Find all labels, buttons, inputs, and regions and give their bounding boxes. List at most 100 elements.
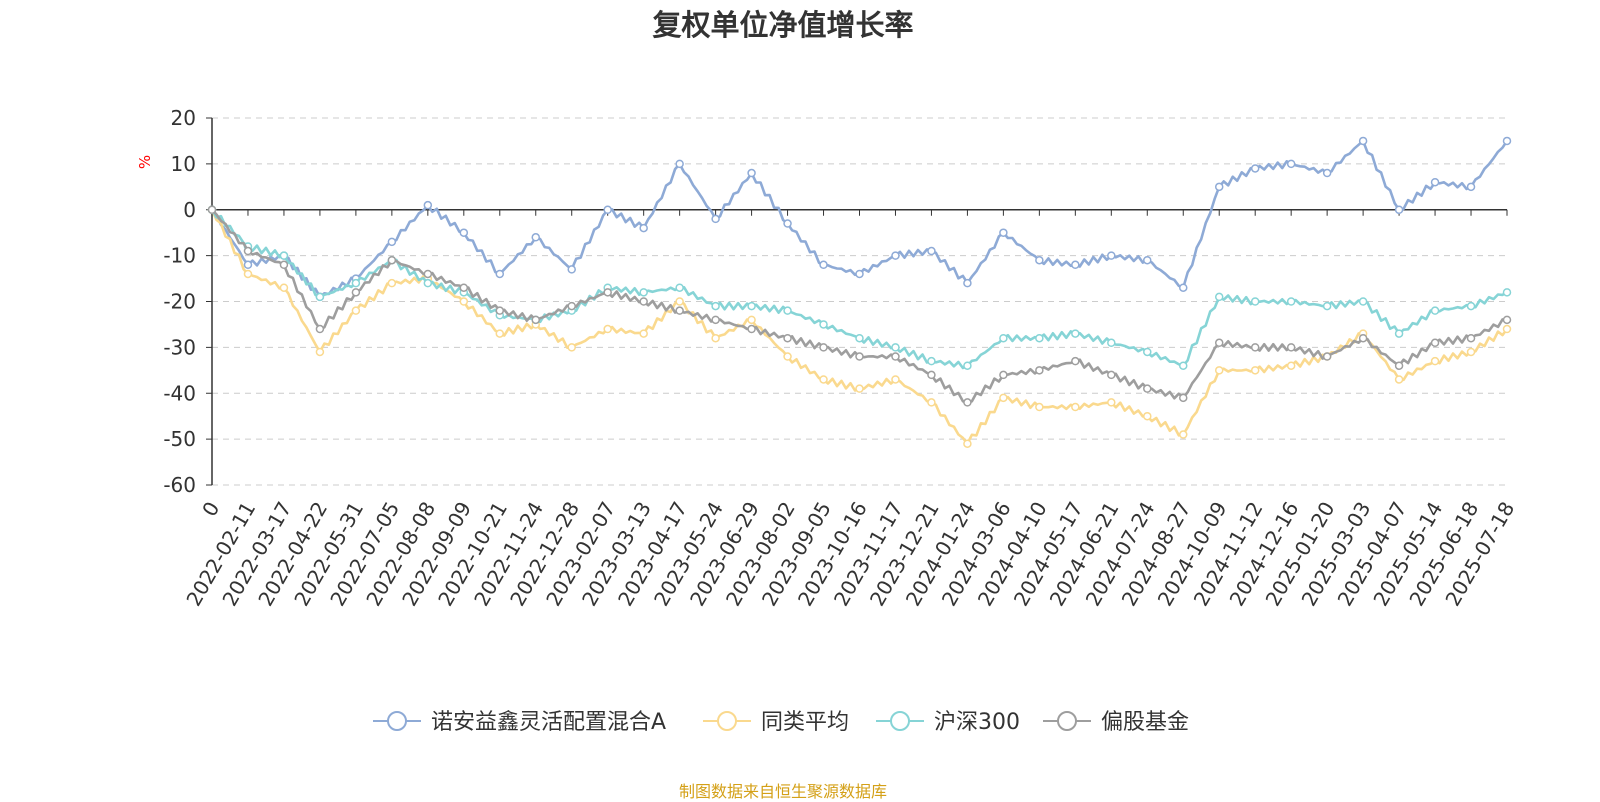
data-point[interactable] — [675, 283, 684, 292]
data-point[interactable] — [1035, 402, 1044, 412]
data-point[interactable] — [423, 278, 433, 288]
data-point[interactable] — [351, 288, 361, 297]
data-point[interactable] — [963, 398, 972, 407]
data-point[interactable] — [1502, 136, 1512, 146]
data-point[interactable] — [459, 297, 469, 306]
data-point[interactable] — [495, 306, 505, 315]
data-point[interactable] — [675, 306, 684, 315]
data-point[interactable] — [711, 315, 720, 325]
data-point[interactable] — [1107, 338, 1116, 348]
legend-item-0[interactable]: 诺安益鑫灵活配置混合A — [373, 710, 666, 735]
data-point[interactable] — [819, 320, 828, 329]
data-point[interactable] — [639, 288, 648, 297]
data-point[interactable] — [1071, 356, 1080, 366]
data-point[interactable] — [1358, 333, 1368, 343]
data-point[interactable] — [243, 269, 253, 279]
data-point[interactable] — [927, 356, 936, 366]
data-point[interactable] — [1466, 301, 1476, 311]
data-point[interactable] — [747, 315, 756, 325]
data-point[interactable] — [999, 333, 1008, 343]
data-point[interactable] — [207, 205, 217, 214]
data-point[interactable] — [1035, 333, 1044, 343]
data-point[interactable] — [1143, 255, 1152, 265]
data-point[interactable] — [1214, 182, 1224, 192]
data-point[interactable] — [1322, 352, 1332, 361]
data-point[interactable] — [1502, 324, 1512, 334]
data-point[interactable] — [639, 297, 648, 306]
data-point[interactable] — [927, 246, 936, 256]
data-point[interactable] — [675, 159, 684, 169]
data-point[interactable] — [1214, 338, 1224, 348]
data-point[interactable] — [1179, 283, 1188, 292]
data-point[interactable] — [423, 200, 433, 210]
data-point[interactable] — [1466, 182, 1476, 192]
data-point[interactable] — [603, 205, 612, 214]
data-point[interactable] — [891, 375, 900, 384]
data-point[interactable] — [1286, 361, 1296, 370]
data-point[interactable] — [1214, 292, 1224, 302]
legend-item-3[interactable]: 偏股基金 — [1043, 710, 1189, 735]
data-point[interactable] — [711, 301, 720, 311]
data-point[interactable] — [279, 251, 289, 260]
data-point[interactable] — [963, 439, 972, 448]
data-point[interactable] — [1071, 260, 1080, 270]
data-point[interactable] — [387, 237, 397, 247]
data-point[interactable] — [1250, 297, 1260, 306]
data-point[interactable] — [1179, 361, 1188, 370]
data-point[interactable] — [1430, 306, 1440, 315]
data-point[interactable] — [495, 269, 505, 279]
data-point[interactable] — [567, 301, 576, 311]
data-point[interactable] — [819, 260, 828, 270]
data-point[interactable] — [1430, 338, 1440, 348]
data-point[interactable] — [1214, 366, 1224, 375]
data-point[interactable] — [279, 260, 289, 270]
data-point[interactable] — [855, 269, 864, 279]
data-point[interactable] — [1394, 375, 1404, 384]
data-point[interactable] — [531, 233, 540, 242]
data-point[interactable] — [1179, 430, 1188, 439]
data-point[interactable] — [387, 255, 397, 265]
data-point[interactable] — [1466, 347, 1476, 357]
data-point[interactable] — [1394, 361, 1404, 370]
data-point[interactable] — [639, 329, 648, 338]
data-point[interactable] — [1107, 251, 1116, 260]
data-point[interactable] — [315, 347, 325, 357]
data-point[interactable] — [783, 306, 792, 315]
data-point[interactable] — [711, 333, 720, 343]
data-point[interactable] — [1358, 136, 1368, 146]
data-point[interactable] — [1250, 164, 1260, 173]
data-point[interactable] — [1466, 333, 1476, 343]
data-point[interactable] — [855, 352, 864, 361]
data-point[interactable] — [1035, 255, 1044, 265]
data-point[interactable] — [927, 370, 936, 380]
data-point[interactable] — [351, 306, 361, 315]
data-point[interactable] — [639, 223, 648, 233]
legend[interactable]: 诺安益鑫灵活配置混合A 同类平均 沪深300 偏股基金 — [373, 710, 1189, 735]
data-point[interactable] — [603, 288, 612, 297]
data-point[interactable] — [963, 278, 972, 288]
data-point[interactable] — [495, 329, 505, 338]
data-point[interactable] — [747, 168, 756, 178]
data-point[interactable] — [1322, 301, 1332, 311]
data-point[interactable] — [1143, 411, 1152, 421]
data-point[interactable] — [423, 269, 433, 279]
data-point[interactable] — [1071, 329, 1080, 338]
data-point[interactable] — [243, 246, 253, 256]
data-point[interactable] — [1358, 297, 1368, 306]
data-point[interactable] — [1394, 329, 1404, 338]
data-point[interactable] — [1071, 402, 1080, 412]
data-point[interactable] — [675, 297, 684, 306]
data-point[interactable] — [891, 251, 900, 260]
data-point[interactable] — [747, 301, 756, 311]
data-point[interactable] — [1394, 205, 1404, 214]
data-point[interactable] — [1430, 356, 1440, 366]
data-point[interactable] — [927, 398, 936, 407]
data-point[interactable] — [711, 214, 720, 224]
data-point[interactable] — [963, 361, 972, 370]
data-point[interactable] — [1286, 159, 1296, 169]
legend-item-2[interactable]: 沪深300 — [876, 710, 1020, 735]
data-point[interactable] — [747, 324, 756, 334]
data-point[interactable] — [783, 352, 792, 361]
data-point[interactable] — [603, 324, 612, 334]
data-point[interactable] — [567, 343, 576, 352]
